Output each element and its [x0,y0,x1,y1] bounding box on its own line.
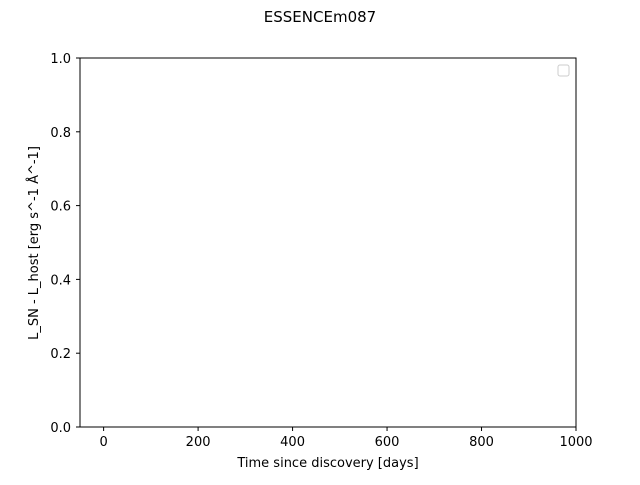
y-tick-label: 1.0 [50,52,71,67]
chart-title: ESSENCEm087 [264,8,376,26]
y-tick-label: 0.2 [50,347,71,362]
x-tick-label: 600 [375,435,400,450]
x-tick-label: 800 [469,435,494,450]
x-axis-label: Time since discovery [days] [236,456,418,471]
x-tick-label: 400 [280,435,305,450]
x-tick-label: 0 [99,435,107,450]
x-tick-label: 1000 [559,435,592,450]
y-tick-label: 0.6 [50,200,71,215]
x-tick-label: 200 [186,435,211,450]
y-tick-label: 0.4 [50,273,71,288]
axes-frame [79,57,577,428]
y-axis-label: L_SN - L_host [erg s^-1 Å^-1] [26,146,42,340]
plot-area: 0 200 400 600 800 1000 0.0 0.2 0.4 0.6 0.8 1.0 [50,52,592,450]
y-tick-label: 0.8 [50,126,71,141]
y-tick-label: 0.0 [50,421,71,436]
legend-box [557,64,570,77]
